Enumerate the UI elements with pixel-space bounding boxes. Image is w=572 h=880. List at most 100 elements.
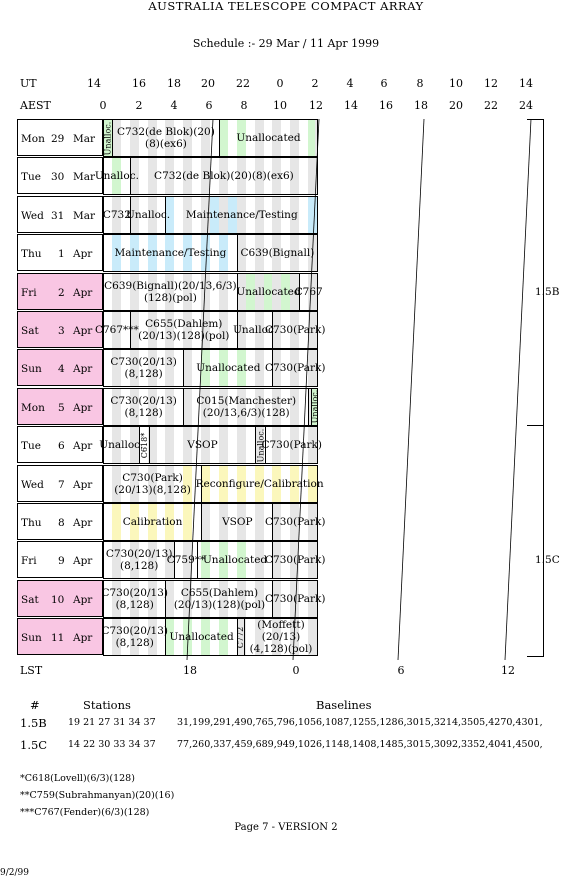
lst-line bbox=[292, 118, 320, 661]
day-cell: Sat 10 Apr bbox=[17, 579, 103, 617]
allocation-block: C730(20/13)(8,128) bbox=[101, 579, 168, 618]
day-date: 30 bbox=[51, 171, 65, 184]
ut-tick: 14 bbox=[87, 77, 101, 90]
time-band bbox=[147, 235, 157, 272]
time-band bbox=[111, 350, 121, 387]
time-band bbox=[165, 158, 175, 195]
day-name: Mon bbox=[21, 401, 45, 414]
time-band bbox=[111, 120, 121, 156]
time-band bbox=[111, 158, 121, 195]
time-band bbox=[236, 427, 246, 464]
day-date: 4 bbox=[58, 363, 65, 376]
time-band bbox=[183, 273, 193, 310]
time-band bbox=[129, 120, 139, 156]
time-band bbox=[165, 580, 175, 617]
time-band bbox=[165, 388, 175, 425]
allocation-label: C730(20/13)(8,128) bbox=[110, 356, 177, 381]
allocation-label: C730(Park) bbox=[265, 554, 326, 567]
time-band bbox=[254, 465, 264, 502]
allocation-block: C730(Park) bbox=[265, 541, 326, 580]
allocation-block: C730(Park) bbox=[265, 311, 326, 349]
footnote-2: **C759(Subrahmanyan)(20)(16) bbox=[20, 790, 175, 801]
day-name: Sat bbox=[21, 325, 39, 337]
time-band bbox=[147, 427, 157, 464]
time-band bbox=[129, 388, 139, 425]
allocation-block: C639(Bignall) bbox=[236, 234, 319, 273]
time-band bbox=[183, 504, 193, 540]
allocation-block: Unallocated bbox=[218, 119, 319, 157]
time-band bbox=[281, 273, 291, 310]
stations-hash-header: # bbox=[30, 698, 40, 712]
allocation-block: Reconfigure/Calibration bbox=[196, 464, 324, 503]
time-band bbox=[183, 542, 193, 579]
time-band bbox=[147, 350, 157, 387]
aest-tick: 22 bbox=[484, 99, 498, 112]
time-band bbox=[272, 158, 282, 195]
time-band bbox=[147, 388, 157, 425]
time-band bbox=[129, 350, 139, 387]
time-band bbox=[236, 120, 246, 156]
allocation-label: Maintenance/Testing bbox=[185, 208, 298, 221]
time-band bbox=[111, 312, 121, 348]
time-band bbox=[236, 580, 246, 617]
allocation-label: Unalloc. bbox=[99, 439, 144, 452]
time-band bbox=[308, 158, 318, 195]
schedule-row: Sat 10 Apr C730(20/13)(8,128) C655(Dahlem)(2… bbox=[17, 579, 544, 618]
schedule-row: Tue 30 Mar Unalloc. C732(de Blok)(20)(8)(ex6… bbox=[17, 157, 544, 196]
allocation-label: Calibration bbox=[122, 516, 183, 528]
time-band bbox=[165, 619, 175, 656]
allocation-label: C730(Park)(20/13)(8,128) bbox=[114, 471, 191, 496]
time-band bbox=[254, 158, 264, 195]
ut-tick: 20 bbox=[201, 77, 215, 90]
schedule-row: Thu 8 Apr Calibration VSOP C730(Park) bbox=[17, 503, 544, 541]
schedule-row: Mon 5 Apr C730(20/13)(8,128) C015(Manchester… bbox=[17, 387, 544, 426]
schedule-row: Tue 6 Apr Unalloc. C618* VSOP Unalloc. C730(Par… bbox=[17, 426, 544, 465]
time-band bbox=[111, 427, 121, 464]
time-band bbox=[147, 158, 157, 195]
allocation-label: C730(20/13)(8,128) bbox=[110, 394, 177, 419]
allocation-block: C730(Park)(20/13)(8,128) bbox=[103, 464, 203, 503]
day-cell: Fri 2 Apr bbox=[17, 272, 103, 310]
time-band bbox=[272, 465, 282, 502]
allocation-label: C730(Park) bbox=[265, 324, 326, 336]
day-date: 9 bbox=[58, 555, 65, 568]
time-band bbox=[272, 504, 282, 540]
schedule-grid: Mon 29 Mar Unalloc. C732(de Blok)(20)(8)(ex6… bbox=[17, 119, 544, 657]
ut-tick: 18 bbox=[167, 77, 181, 90]
schedule-row: Sat 3 Apr C767*** C655(Dahlem)(20/13)(128)(p… bbox=[17, 311, 544, 349]
ut-tick: 8 bbox=[416, 77, 424, 90]
time-band bbox=[263, 273, 273, 310]
day-month: Apr bbox=[73, 325, 93, 337]
time-band bbox=[210, 196, 219, 233]
config-label-b: 1.5B bbox=[535, 286, 560, 298]
page-title: AUSTRALIA TELESCOPE COMPACT ARRAY bbox=[148, 0, 424, 13]
allocation-label: C732(de Blok)(20)(8)(ex6) bbox=[154, 170, 294, 183]
schedule-row: Wed 7 Apr C730(Park)(20/13)(8,128) Reconfigu… bbox=[17, 464, 544, 503]
day-cell: Thu 8 Apr bbox=[17, 503, 103, 540]
time-band bbox=[254, 619, 264, 656]
day-month: Apr bbox=[73, 363, 93, 376]
time-band bbox=[272, 580, 282, 617]
time-band bbox=[245, 273, 255, 310]
time-band bbox=[201, 158, 211, 195]
time-band bbox=[218, 196, 228, 233]
aest-tick: 4 bbox=[170, 99, 178, 112]
time-band bbox=[183, 235, 193, 272]
day-date: 11 bbox=[51, 632, 65, 645]
time-band bbox=[201, 465, 211, 502]
day-cell: Sat 3 Apr bbox=[17, 311, 103, 348]
allocation-label: C639(Bignall)(20/13,6/3)(128)(pol) bbox=[104, 279, 237, 304]
time-band bbox=[147, 580, 157, 617]
time-band bbox=[254, 388, 264, 425]
time-band bbox=[129, 273, 139, 310]
time-band bbox=[201, 504, 211, 540]
day-month: Mar bbox=[73, 133, 96, 145]
aest-tick: 20 bbox=[449, 99, 463, 112]
lst-tick: 18 bbox=[183, 664, 197, 677]
allocation-label: Unallocated bbox=[196, 362, 261, 375]
time-band bbox=[129, 542, 139, 579]
time-band bbox=[254, 196, 264, 233]
day-month: Apr bbox=[73, 248, 93, 261]
allocation-label: C015(Manchester)(20/13,6/3)(128) bbox=[196, 394, 297, 419]
time-band bbox=[308, 542, 318, 579]
